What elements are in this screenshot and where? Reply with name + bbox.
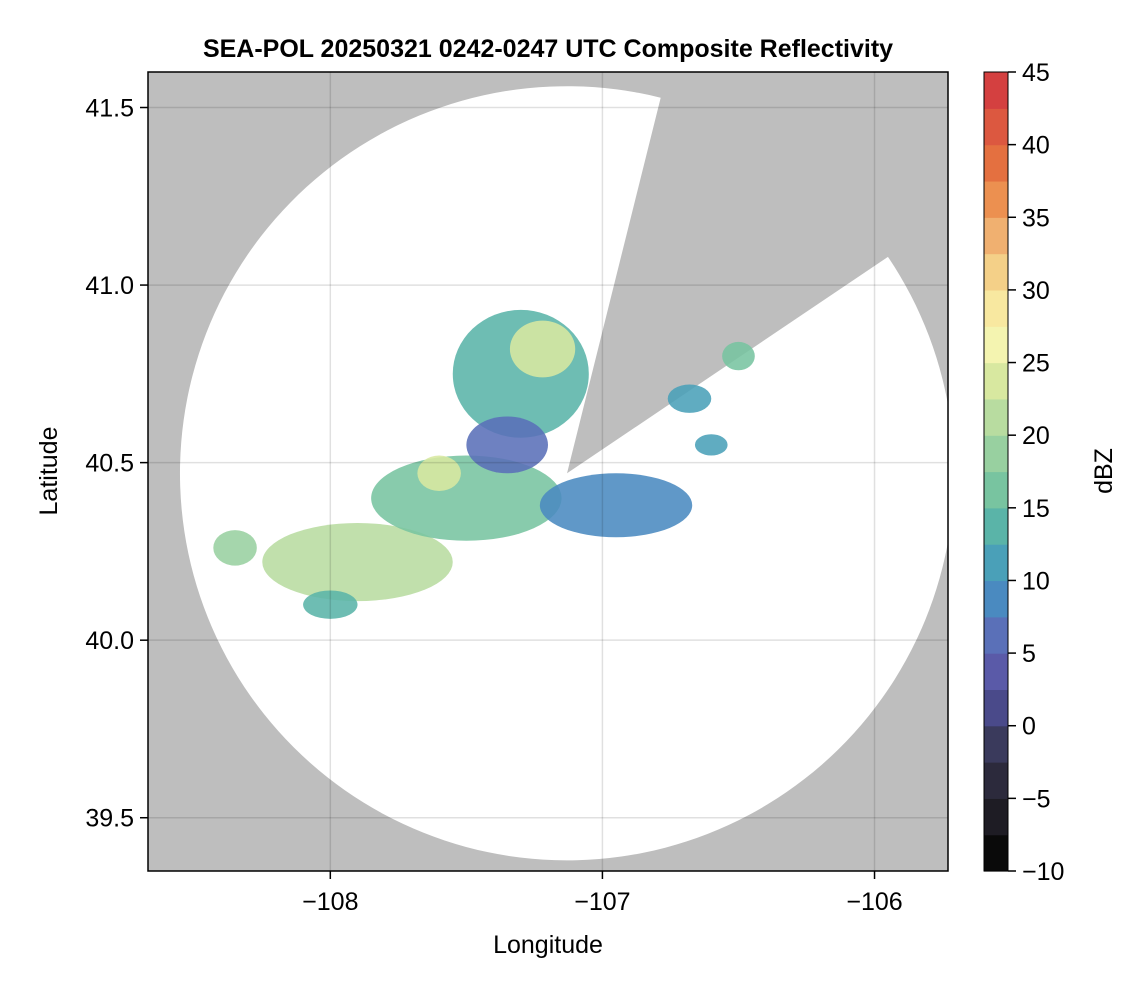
grid-lines <box>148 72 948 871</box>
colorbar-segment <box>984 108 1008 146</box>
echo-region <box>722 341 755 371</box>
colorbar-segment <box>984 798 1008 836</box>
colorbar-segment <box>984 725 1008 763</box>
colorbar-segment <box>984 653 1008 691</box>
colorbar-tick-label: −5 <box>1022 785 1051 813</box>
colorbar-segment <box>984 289 1008 327</box>
colorbar-segment <box>984 834 1008 872</box>
y-tick-label: 40.5 <box>85 450 134 478</box>
echo-region <box>694 434 728 456</box>
echo-region <box>667 384 712 413</box>
x-tick-label: −108 <box>302 888 358 916</box>
y-tick-label: 40.0 <box>85 627 134 655</box>
coverage-disc <box>179 86 948 861</box>
colorbar-tick-label: 45 <box>1022 59 1050 87</box>
colorbar-segment <box>984 471 1008 509</box>
colorbar-tick-label: −10 <box>1022 858 1064 886</box>
colorbar-tick-label: 0 <box>1022 713 1036 741</box>
colorbar-segment <box>984 217 1008 255</box>
colorbar <box>983 71 1009 872</box>
echo-region <box>417 455 461 492</box>
echo-region <box>539 473 693 538</box>
x-axis-label: Longitude <box>493 931 603 959</box>
colorbar-tick-label: 15 <box>1022 495 1050 523</box>
colorbar-segment <box>984 362 1008 400</box>
colorbar-segment <box>984 180 1008 218</box>
colorbar-tick-label: 5 <box>1022 640 1036 668</box>
colorbar-tick-label: 30 <box>1022 277 1050 305</box>
colorbar-label: dBZ <box>1090 448 1118 494</box>
colorbar-tick-label: 25 <box>1022 350 1050 378</box>
colorbar-tick-label: 40 <box>1022 132 1050 160</box>
colorbar-segment <box>984 326 1008 364</box>
plot-frame <box>147 71 949 872</box>
colorbar-segment <box>984 253 1008 291</box>
colorbar-ticks: −10 −5 0 5 10 15 20 25 30 35 40 45 <box>1008 59 1064 886</box>
chart-title: SEA-POL 20250321 0242-0247 UTC Composite… <box>203 35 893 63</box>
y-tick-label: 41.5 <box>85 95 134 123</box>
colorbar-segment <box>984 616 1008 654</box>
echo-layer <box>213 309 755 619</box>
colorbar-tick-label: 20 <box>1022 422 1050 450</box>
echo-region <box>371 455 562 541</box>
echo-region <box>466 416 548 474</box>
colorbar-frame <box>983 71 1009 872</box>
y-axis-label: Latitude <box>35 427 63 516</box>
colorbar-segment <box>984 72 1008 109</box>
x-tick-label: −107 <box>574 888 630 916</box>
echo-region <box>262 522 453 602</box>
colorbar-segment <box>984 144 1008 182</box>
x-tick-label: −106 <box>846 888 902 916</box>
colorbar-tick-label: 10 <box>1022 567 1050 595</box>
colorbar-segment <box>984 398 1008 436</box>
colorbar-tick-label: 35 <box>1022 204 1050 232</box>
y-axis: 39.5 40.0 40.5 41.0 41.5 <box>85 95 148 833</box>
colorbar-segment <box>984 580 1008 618</box>
echo-region <box>213 530 257 566</box>
echo-region <box>509 320 576 378</box>
y-tick-label: 41.0 <box>85 272 134 300</box>
echo-region <box>303 590 358 619</box>
radar-coverage <box>179 86 948 861</box>
colorbar-segment <box>984 689 1008 727</box>
colorbar-segment <box>984 762 1008 799</box>
x-axis: −108 −107 −106 <box>302 871 903 916</box>
colorbar-segment <box>984 507 1008 545</box>
colorbar-segment <box>984 435 1008 473</box>
colorbar-segment <box>984 544 1008 582</box>
y-tick-label: 39.5 <box>85 805 134 833</box>
